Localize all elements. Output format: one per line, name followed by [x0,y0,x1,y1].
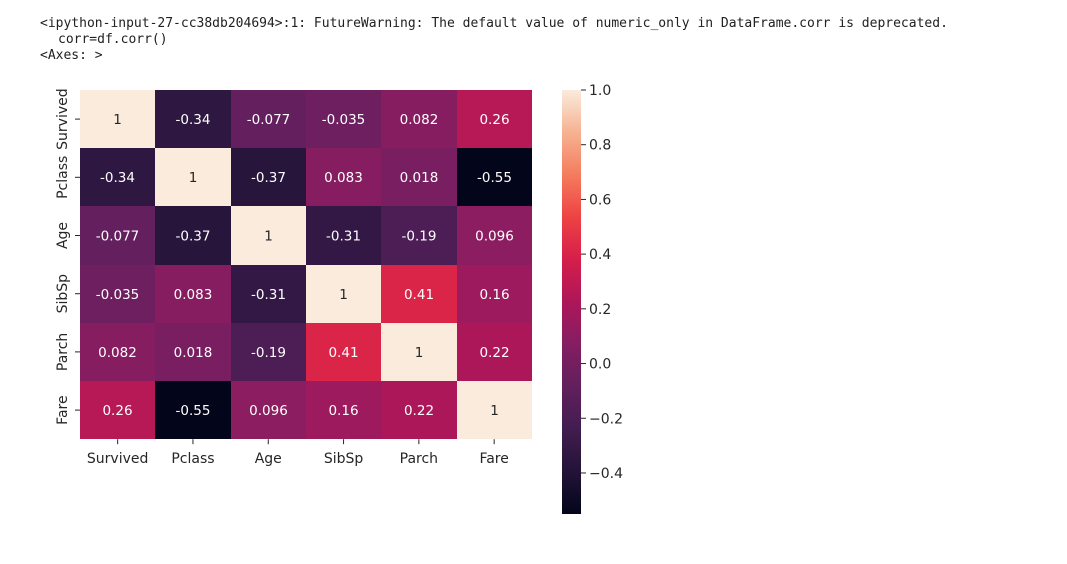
heatmap-cell [80,90,155,148]
cell-annotation: 0.41 [328,345,358,361]
heatmap-cell [80,265,155,323]
cell-annotation: -0.37 [251,170,286,186]
heatmap-cell [231,148,306,206]
x-tick-label: Pclass [171,451,214,467]
cell-annotation: 1 [189,170,198,186]
cell-annotation: 0.22 [404,403,434,419]
heatmap-cell [231,90,306,148]
cell-annotation: 1 [490,403,499,419]
colorbar-tick-label: 0.8 [589,138,611,154]
heatmap-cell [231,381,306,439]
heatmap-cell [306,206,381,265]
heatmap-cell [457,323,532,381]
cell-annotation: 0.22 [479,345,509,361]
cell-annotation: 0.082 [400,112,439,128]
cell-annotation: 0.018 [400,170,439,186]
heatmap-cell [457,206,532,265]
heatmap-cell [231,323,306,381]
cell-annotation: -0.077 [247,112,291,128]
heatmap-cell [155,90,231,148]
heatmap-cell [155,265,231,323]
future-warning-text: <ipython-input-27-cc38db204694>:1: Futur… [40,16,948,31]
heatmap-cell [80,323,155,381]
heatmap-cell [381,90,457,148]
cell-annotation: -0.55 [477,170,512,186]
heatmap-cell [306,323,381,381]
heatmap-cell [381,206,457,265]
cell-annotation: -0.37 [176,229,211,245]
heatmap-cell [381,148,457,206]
heatmap-cell [457,90,532,148]
heatmap-cell [155,148,231,206]
cell-annotation: 0.083 [174,287,213,303]
cell-annotation: -0.035 [322,112,366,128]
heatmap-cell [231,206,306,265]
cell-annotation: -0.31 [251,287,286,303]
cell-annotation: -0.31 [326,229,361,245]
cell-annotation: 0.018 [174,345,213,361]
warning-source-code-line: corr=df.corr() [58,32,168,47]
x-tick-label: Survived [87,451,148,467]
cell-annotation: -0.55 [176,403,211,419]
y-tick-label: Survived [55,88,71,149]
cell-annotation: 0.083 [324,170,363,186]
heatmap-cell [306,381,381,439]
heatmap-cell [381,265,457,323]
heatmap-cell [80,381,155,439]
cell-annotation: 1 [264,229,273,245]
heatmap-cell [381,381,457,439]
cell-annotation: 0.16 [479,287,509,303]
cell-annotation: 0.26 [479,112,509,128]
cell-annotation: 1 [113,112,122,128]
heatmap-cell [155,206,231,265]
colorbar-tick-label: 0.0 [589,357,611,373]
cell-annotation: 0.096 [249,403,288,419]
cell-annotation: -0.19 [251,345,286,361]
cell-annotation: 0.096 [475,229,514,245]
heatmap-cell [80,148,155,206]
heatmap-cell [306,90,381,148]
heatmap-cell [155,323,231,381]
colorbar-tick-label: 1.0 [589,83,611,99]
cell-annotation: 0.16 [328,403,358,419]
colorbar-tick-label: −0.2 [589,411,623,427]
axes-repr-text: <Axes: > [40,48,103,63]
cell-annotation: 1 [415,345,424,361]
cell-annotation: 1 [339,287,348,303]
cell-annotation: 0.082 [98,345,137,361]
y-tick-label: Age [55,222,71,249]
x-tick-label: Parch [400,451,438,467]
cell-annotation: 0.26 [102,403,132,419]
cell-annotation: 0.41 [404,287,434,303]
colorbar-tick-label: 0.4 [589,247,611,263]
x-tick-label: SibSp [324,451,364,467]
y-tick-label: Fare [55,395,71,424]
colorbar [562,90,581,514]
cell-annotation: -0.19 [402,229,437,245]
heatmap-cell [381,323,457,381]
colorbar-tick-label: −0.4 [589,466,623,482]
colorbar-tick-label: 0.6 [589,192,611,208]
x-tick-label: Fare [479,451,508,467]
heatmap-cell [306,148,381,206]
colorbar-tick-label: 0.2 [589,302,611,318]
heatmap-cell [457,265,532,323]
y-tick-label: Parch [55,333,71,371]
heatmap-cell [457,381,532,439]
cell-annotation: -0.34 [176,112,211,128]
heatmap-cell [306,265,381,323]
heatmap-cell [457,148,532,206]
cell-annotation: -0.077 [96,229,140,245]
heatmap-cell [155,381,231,439]
x-tick-label: Age [255,451,282,467]
cell-annotation: -0.035 [96,287,140,303]
cell-annotation: -0.34 [100,170,135,186]
y-tick-label: Pclass [55,156,71,199]
heatmap-cell [231,265,306,323]
y-tick-label: SibSp [55,274,71,314]
heatmap-cell [80,206,155,265]
